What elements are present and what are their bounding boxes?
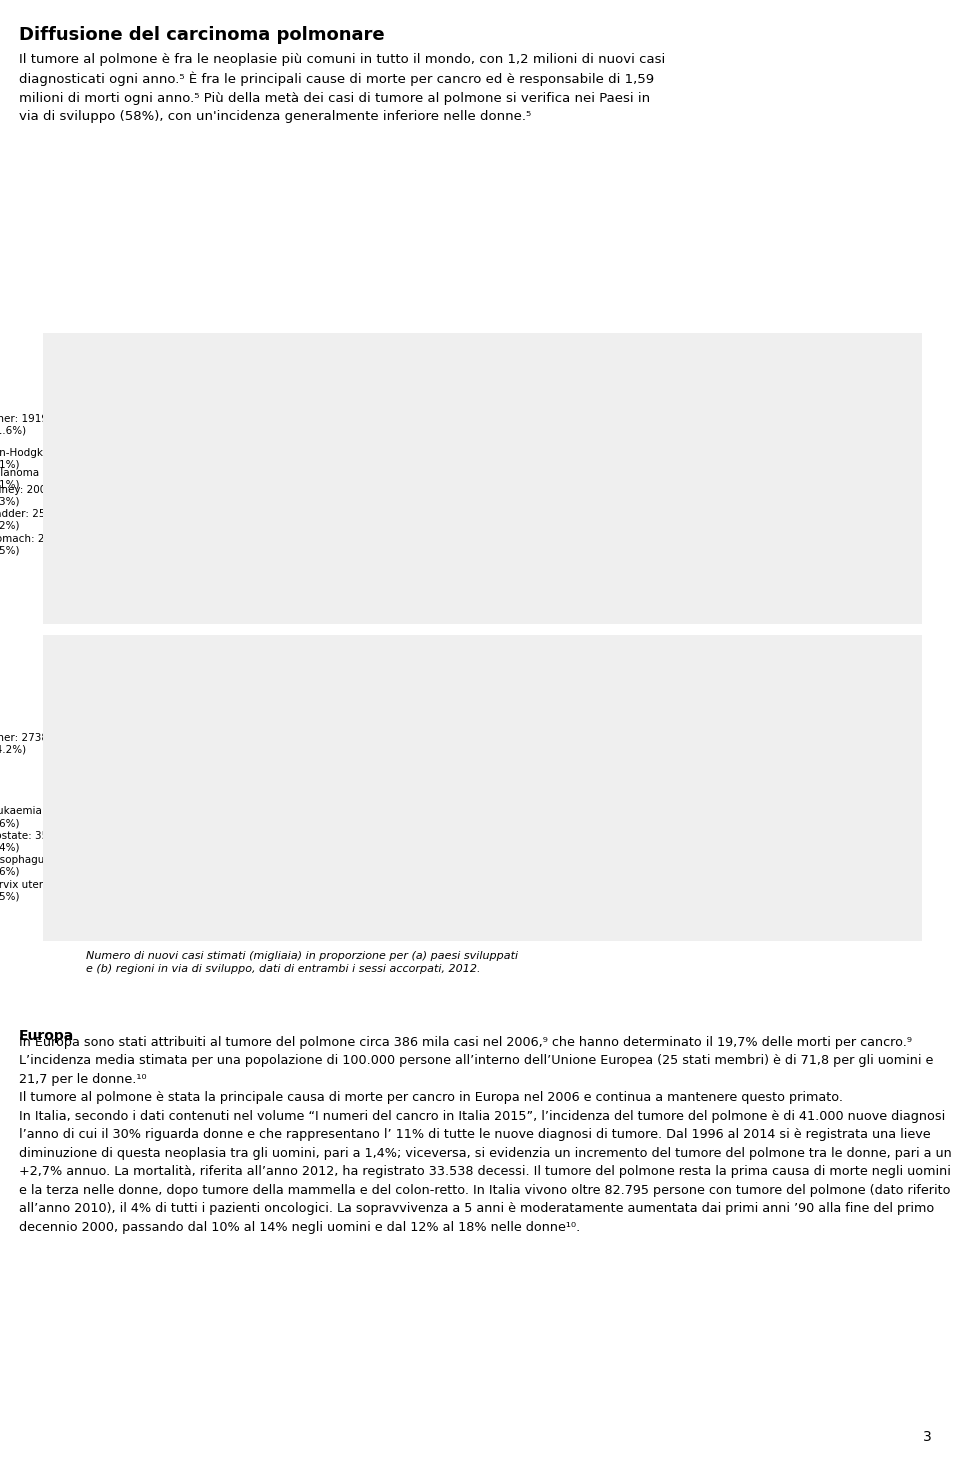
Wedge shape: [376, 411, 475, 481]
Text: Other: 2738
(34.2%): Other: 2738 (34.2%): [0, 732, 239, 759]
Text: Prostate: 759
(12.5%): Prostate: 759 (12.5%): [458, 419, 721, 449]
Text: Non-Hodgkin lymphoma: 190
(3.1%): Non-Hodgkin lymphoma: 190 (3.1%): [0, 448, 239, 479]
Wedge shape: [309, 479, 376, 562]
Text: Il tumore al polmone è fra le neoplasie più comuni in tutto il mondo, con 1,2 mi: Il tumore al polmone è fra le neoplasie …: [19, 53, 665, 124]
Text: Leukaemia: 211
(2.6%): Leukaemia: 211 (2.6%): [0, 807, 239, 829]
Text: Numero di nuovi casi stimati (migliaia) in proporzione per (a) paesi sviluppati
: Numero di nuovi casi stimati (migliaia) …: [86, 951, 518, 975]
Text: Lung: 1066
(13.3%): Lung: 1066 (13.3%): [458, 674, 709, 696]
Text: 3: 3: [923, 1430, 931, 1444]
Text: Prostate: 353
(4.4%): Prostate: 353 (4.4%): [0, 832, 239, 852]
Wedge shape: [325, 788, 376, 883]
Wedge shape: [348, 479, 376, 576]
Wedge shape: [351, 788, 385, 886]
Wedge shape: [297, 479, 376, 549]
Wedge shape: [376, 479, 474, 550]
Wedge shape: [304, 788, 376, 871]
Text: Kidney: 200
(3.3%): Kidney: 200 (3.3%): [0, 484, 239, 508]
Wedge shape: [279, 690, 377, 842]
Text: Liver: 648
(8.1%): Liver: 648 (8.1%): [458, 811, 704, 833]
Title: More developed regions: total 6076: More developed regions: total 6076: [277, 340, 476, 350]
Text: Stomach: 677
(8.4%): Stomach: 677 (8.4%): [458, 770, 724, 791]
Text: Stomach: 275
(4.5%): Stomach: 275 (4.5%): [0, 534, 239, 557]
Text: Colorectum: 738
(12.1%): Colorectum: 738 (12.1%): [458, 537, 738, 557]
Wedge shape: [376, 381, 448, 479]
Text: Bladder: 254
(4.2%): Bladder: 254 (4.2%): [0, 509, 239, 533]
Wedge shape: [376, 690, 449, 788]
Text: Cervix uteri: 445
(5.5%): Cervix uteri: 445 (5.5%): [0, 880, 239, 902]
Wedge shape: [375, 479, 444, 576]
Wedge shape: [279, 381, 377, 518]
Text: Diffusione del carcinoma polmonare: Diffusione del carcinoma polmonare: [19, 26, 385, 44]
Text: Europa: Europa: [19, 1029, 75, 1043]
Text: Colorectum: 624
(7.8%): Colorectum: 624 (7.8%): [458, 855, 738, 877]
Text: Oesophagus: 370
(4.6%): Oesophagus: 370 (4.6%): [0, 855, 239, 877]
Wedge shape: [295, 788, 376, 854]
Text: Lung: 758
(12.5%): Lung: 758 (12.5%): [458, 480, 704, 503]
Text: Breast: 794
(13.1%): Breast: 794 (13.1%): [458, 375, 711, 400]
Wedge shape: [287, 479, 376, 534]
Wedge shape: [376, 722, 474, 788]
Text: In Europa sono stati attribuiti al tumore del polmone circa 386 mila casi nel 20: In Europa sono stati attribuiti al tumor…: [19, 1036, 952, 1234]
Wedge shape: [376, 783, 474, 833]
Wedge shape: [325, 479, 376, 572]
Title: Less developed regions: total 8014: Less developed regions: total 8014: [279, 649, 474, 659]
Wedge shape: [376, 788, 430, 886]
Text: Melanoma of skin: 191
(3.1%): Melanoma of skin: 191 (3.1%): [0, 468, 239, 496]
Wedge shape: [376, 788, 464, 870]
Text: Other: 1919
(31.6%): Other: 1919 (31.6%): [0, 414, 239, 442]
Text: Breast: 883
(11.0%): Breast: 883 (11.0%): [458, 718, 711, 740]
